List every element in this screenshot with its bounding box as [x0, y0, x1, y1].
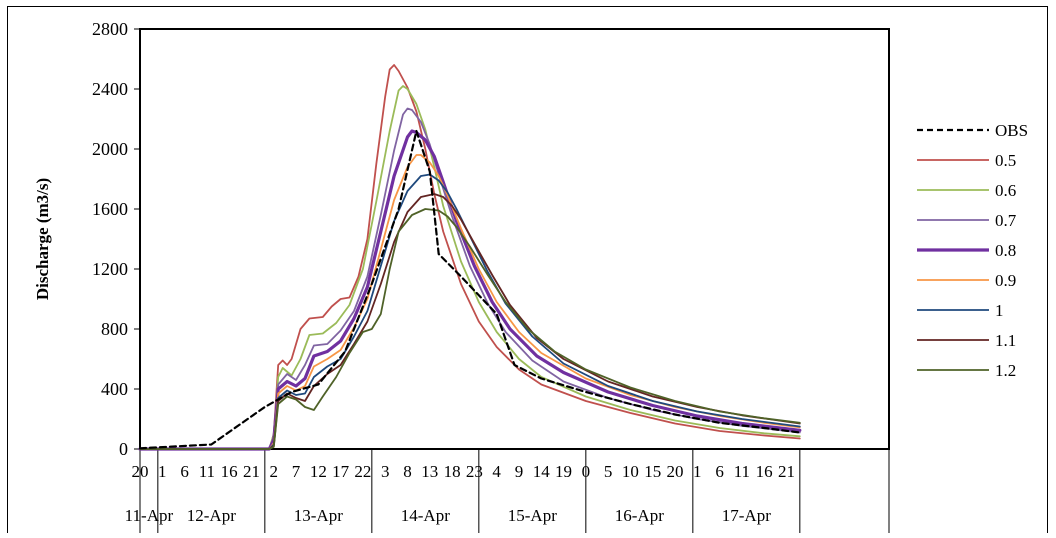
legend-label: 0.5 [995, 151, 1016, 170]
x-hour-tick-label: 11 [734, 462, 750, 481]
legend-label: 0.8 [995, 241, 1016, 260]
x-day-group-label: 14-Apr [401, 506, 450, 525]
legend-label: OBS [995, 121, 1028, 140]
plot-area-frame [139, 28, 890, 450]
x-hour-tick-label: 1 [158, 462, 167, 481]
legend-label: 1.1 [995, 331, 1016, 350]
x-hour-tick-label: 6 [715, 462, 724, 481]
series-line-1-2 [139, 208, 801, 450]
x-day-group-label: 17-Apr [722, 506, 771, 525]
x-day-group-label: 11-Apr [125, 506, 174, 525]
legend-label: 0.9 [995, 271, 1016, 290]
y-tick-label: 1200 [92, 259, 128, 279]
series-line-0-7 [139, 107, 801, 450]
y-tick-label: 400 [101, 379, 128, 399]
y-tick-label: 2400 [92, 79, 128, 99]
x-day-group-label: 15-Apr [508, 506, 557, 525]
series-line-0-8 [138, 129, 802, 451]
series-line-obs [138, 129, 801, 450]
x-day-group-label: 12-Apr [187, 506, 236, 525]
legend-label: 0.6 [995, 181, 1016, 200]
y-tick-label: 1600 [92, 199, 128, 219]
legend: OBS 0.5 0.6 0.7 0.8 0.9 1 1.1 1.2 [917, 121, 1028, 380]
x-hour-tick-label: 10 [622, 462, 639, 481]
x-axis: 20 1 6 11 16 21 2 7 12 17 22 3 8 13 18 23 4 9 14 19 0 5 10 15 20… [125, 449, 890, 533]
series-line-1 [139, 173, 801, 450]
y-tick-label: 800 [101, 319, 128, 339]
legend-label: 1.2 [995, 361, 1016, 380]
x-hour-tick-label: 20 [667, 462, 684, 481]
series-line-0-5 [139, 64, 801, 450]
y-tick-label: 2000 [92, 139, 128, 159]
x-hour-tick-label: 23 [466, 462, 483, 481]
y-tick-label: 0 [119, 439, 128, 459]
x-hour-tick-label: 16 [221, 462, 238, 481]
x-hour-tick-label: 18 [444, 462, 461, 481]
x-hour-tick-label: 9 [515, 462, 524, 481]
legend-label: 1 [995, 301, 1004, 320]
x-hour-tick-label: 17 [332, 462, 350, 481]
x-hour-tick-label: 3 [381, 462, 390, 481]
x-hour-tick-label: 7 [292, 462, 301, 481]
series-layer [138, 64, 802, 451]
x-hour-tick-label: 5 [604, 462, 613, 481]
x-hour-tick-label: 16 [756, 462, 773, 481]
x-hour-tick-label: 21 [778, 462, 795, 481]
x-hour-tick-label: 15 [644, 462, 661, 481]
x-hour-tick-label: 11 [199, 462, 215, 481]
x-hour-tick-label: 8 [403, 462, 412, 481]
x-hour-tick-label: 22 [354, 462, 371, 481]
y-axis-title: Discharge (m3/s) [33, 178, 52, 300]
series-line-0-6 [139, 85, 801, 450]
x-hour-tick-label: 12 [310, 462, 327, 481]
x-hour-tick-label: 1 [693, 462, 702, 481]
chart-outer-frame [7, 6, 1048, 538]
x-hour-tick-label: 19 [555, 462, 572, 481]
x-hour-tick-label: 13 [421, 462, 438, 481]
y-axis: 0 400 800 1200 1600 2000 2400 2800 [92, 19, 140, 459]
x-day-group-label: 16-Apr [615, 506, 664, 525]
x-hour-tick-label: 21 [243, 462, 260, 481]
x-hour-tick-label: 14 [533, 462, 551, 481]
x-hour-tick-label: 6 [180, 462, 189, 481]
x-hour-tick-label: 4 [492, 462, 501, 481]
x-hour-tick-label: 2 [270, 462, 279, 481]
x-day-group-label: 13-Apr [294, 506, 343, 525]
legend-label: 0.7 [995, 211, 1017, 230]
series-line-1-1 [139, 193, 801, 450]
y-tick-label: 2800 [92, 19, 128, 39]
